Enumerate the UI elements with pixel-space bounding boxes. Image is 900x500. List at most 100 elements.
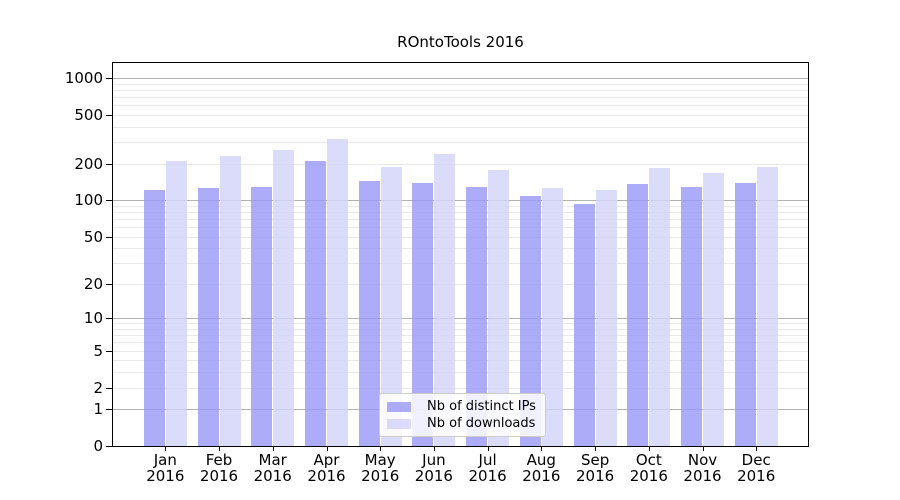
bar-distinct-ips bbox=[734, 182, 756, 446]
x-tick bbox=[165, 446, 167, 451]
legend-swatch-distinct-ips-icon bbox=[387, 401, 411, 412]
gridline-major bbox=[113, 200, 808, 202]
y-tick-label: 1000 bbox=[64, 69, 103, 88]
gridline-minor bbox=[113, 97, 808, 99]
bar-downloads bbox=[649, 167, 671, 446]
x-tick-label: Aug 2016 bbox=[522, 451, 561, 485]
y-tick-label: 50 bbox=[83, 227, 103, 246]
bar-distinct-ips bbox=[412, 183, 434, 446]
plot-area: Nb of distinct IPs Nb of downloads bbox=[112, 62, 809, 447]
x-tick bbox=[541, 446, 543, 451]
gridline-minor bbox=[113, 142, 808, 144]
y-tick-label: 500 bbox=[74, 106, 103, 124]
y-tick-label: 0 bbox=[93, 437, 103, 455]
x-tick-label: Jan 2016 bbox=[146, 451, 185, 485]
bar-downloads bbox=[756, 166, 778, 446]
gridline-minor bbox=[113, 83, 808, 85]
gridline-minor bbox=[113, 212, 808, 213]
y-tick bbox=[106, 163, 112, 165]
bar-distinct-ips bbox=[519, 196, 541, 446]
y-tick bbox=[106, 446, 112, 447]
bar-downloads bbox=[488, 170, 510, 446]
x-tick-label: Nov 2016 bbox=[683, 451, 722, 485]
bar-distinct-ips bbox=[358, 181, 380, 446]
bar-distinct-ips bbox=[251, 187, 273, 446]
gridline-minor bbox=[113, 205, 808, 207]
gridline-minor bbox=[113, 227, 808, 229]
gridline-minor bbox=[113, 126, 808, 128]
bar-downloads bbox=[595, 190, 617, 446]
x-tick-label: Feb 2016 bbox=[199, 451, 239, 485]
y-tick-label: 2 bbox=[93, 378, 103, 397]
gridline-minor bbox=[113, 219, 808, 220]
gridline-minor bbox=[113, 372, 808, 374]
y-tick bbox=[106, 200, 112, 202]
bar-downloads bbox=[219, 155, 241, 446]
x-tick bbox=[433, 446, 435, 451]
gridline-minor bbox=[113, 360, 808, 362]
x-tick-label: Jun 2016 bbox=[414, 451, 453, 485]
legend-item-downloads: Nb of downloads bbox=[387, 415, 536, 432]
bar-distinct-ips bbox=[681, 187, 702, 446]
bar-downloads bbox=[273, 149, 295, 446]
gridline-minor bbox=[113, 342, 808, 344]
x-tick-label: Oct 2016 bbox=[629, 451, 668, 485]
y-tick-label: 5 bbox=[93, 341, 103, 360]
y-tick-label: 100 bbox=[74, 191, 103, 210]
x-tick-label: Apr 2016 bbox=[307, 451, 346, 485]
bar-distinct-ips bbox=[466, 187, 488, 446]
y-tick bbox=[106, 409, 112, 411]
y-tick bbox=[106, 115, 112, 116]
y-tick bbox=[106, 387, 112, 389]
x-tick bbox=[219, 446, 220, 451]
bar-distinct-ips bbox=[573, 204, 595, 446]
gridline-minor bbox=[113, 387, 808, 389]
x-tick-label: Sep 2016 bbox=[576, 451, 615, 485]
legend: Nb of distinct IPs Nb of downloads bbox=[379, 393, 546, 437]
grid-layer bbox=[113, 63, 808, 446]
bar-downloads bbox=[703, 173, 724, 446]
legend-label-downloads: Nb of downloads bbox=[427, 416, 536, 431]
gridline-minor bbox=[113, 335, 808, 337]
y-tick bbox=[106, 78, 112, 80]
y-tick-label: 200 bbox=[74, 154, 103, 173]
x-tick bbox=[648, 446, 650, 451]
x-tick bbox=[326, 446, 328, 451]
gridline-minor bbox=[113, 236, 808, 238]
y-tick-label: 10 bbox=[83, 309, 103, 328]
x-tick bbox=[756, 446, 758, 451]
x-tick-label: May 2016 bbox=[361, 451, 400, 485]
bar-downloads bbox=[327, 139, 348, 446]
x-tick-label: Mar 2016 bbox=[253, 451, 292, 485]
gridline-major bbox=[113, 318, 808, 320]
gridline-major bbox=[113, 78, 808, 80]
bar-downloads bbox=[380, 166, 402, 446]
x-tick bbox=[380, 446, 382, 451]
bar-distinct-ips bbox=[305, 161, 326, 446]
y-tick bbox=[106, 236, 112, 238]
gridline-minor bbox=[113, 115, 808, 116]
x-tick bbox=[702, 446, 704, 451]
y-tick bbox=[106, 283, 112, 285]
gridline-minor bbox=[113, 323, 808, 325]
gridline-minor bbox=[113, 329, 808, 330]
y-tick-label: 20 bbox=[83, 274, 103, 293]
y-tick bbox=[106, 350, 112, 352]
legend-label-distinct-ips: Nb of distinct IPs bbox=[427, 399, 536, 414]
gridline-minor bbox=[113, 163, 808, 165]
bar-downloads bbox=[434, 154, 456, 446]
bar-downloads bbox=[541, 187, 563, 446]
gridline-minor bbox=[113, 90, 808, 91]
y-tick-label: 1 bbox=[93, 400, 103, 419]
y-tick bbox=[106, 318, 112, 320]
bar-downloads bbox=[165, 161, 187, 446]
x-tick bbox=[595, 446, 597, 451]
legend-swatch-downloads-icon bbox=[387, 418, 411, 429]
gridline-minor bbox=[113, 350, 808, 352]
gridline-minor bbox=[113, 105, 808, 107]
gridline-minor bbox=[113, 248, 808, 250]
bar-distinct-ips bbox=[143, 189, 165, 446]
bar-distinct-ips bbox=[627, 184, 649, 446]
bars-layer bbox=[113, 63, 808, 446]
